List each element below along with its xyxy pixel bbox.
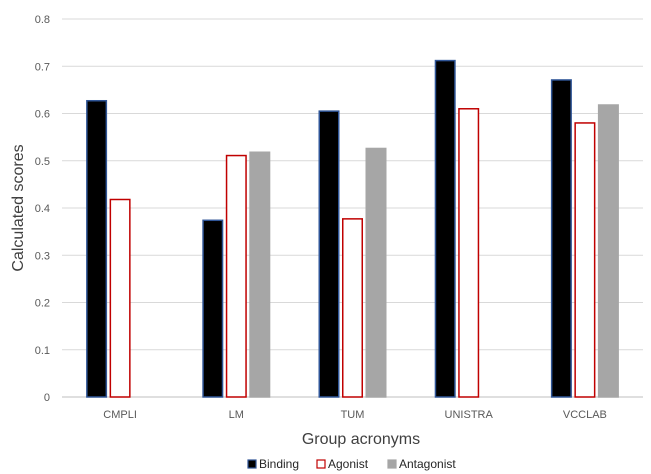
y-tick-label: 0.8 bbox=[35, 14, 50, 26]
bar-agonist-lm bbox=[225, 154, 247, 398]
legend: Binding Agonist Antagonist bbox=[247, 457, 456, 471]
legend-swatch-antagonist bbox=[387, 459, 397, 469]
y-tick-label: 0.1 bbox=[35, 345, 50, 357]
bar-agonist-unistra bbox=[458, 108, 480, 398]
y-tick-label: 0.5 bbox=[35, 156, 50, 168]
x-tick-labels: CMPLI LM TUM UNISTRA VCCLAB bbox=[103, 409, 607, 421]
bar-antagonist-lm bbox=[249, 151, 271, 398]
bars bbox=[86, 59, 619, 398]
x-tick-label: VCCLAB bbox=[563, 409, 607, 421]
gridlines bbox=[62, 18, 643, 398]
x-tick-label: UNISTRA bbox=[445, 409, 494, 421]
bar-binding-vcclab bbox=[550, 79, 572, 398]
y-tick-label: 0.4 bbox=[35, 203, 50, 215]
bar-agonist-tum bbox=[342, 218, 363, 398]
y-tick-label: 0 bbox=[44, 392, 50, 404]
x-tick-label: TUM bbox=[341, 409, 365, 421]
legend-label-antagonist: Antagonist bbox=[399, 457, 456, 471]
x-axis-title: Group acronyms bbox=[302, 431, 420, 448]
y-tick-label: 0.6 bbox=[35, 109, 50, 121]
y-axis-title: Calculated scores bbox=[10, 144, 27, 271]
bar-binding-unistra bbox=[434, 59, 456, 398]
y-tick-label: 0.7 bbox=[35, 61, 50, 73]
bar-agonist-cmpli bbox=[109, 198, 131, 398]
bar-binding-cmpli bbox=[86, 99, 108, 398]
bar-antagonist-vcclab bbox=[597, 104, 619, 398]
legend-swatch-agonist bbox=[316, 459, 326, 469]
bar-binding-lm bbox=[202, 219, 224, 398]
legend-swatch-binding bbox=[247, 459, 257, 469]
y-tick-label: 0.3 bbox=[35, 250, 50, 262]
x-tick-label: CMPLI bbox=[103, 409, 137, 421]
bar-binding-tum bbox=[318, 110, 340, 398]
legend-label-agonist: Agonist bbox=[328, 457, 369, 471]
y-tick-label: 0.2 bbox=[35, 298, 50, 310]
x-tick-label: LM bbox=[229, 409, 244, 421]
bar-agonist-vcclab bbox=[574, 122, 596, 398]
legend-label-binding: Binding bbox=[259, 457, 299, 471]
bar-antagonist-tum bbox=[365, 147, 387, 398]
y-tick-labels: 0 0.1 0.2 0.3 0.4 0.5 0.6 0.7 0.8 bbox=[35, 14, 50, 404]
